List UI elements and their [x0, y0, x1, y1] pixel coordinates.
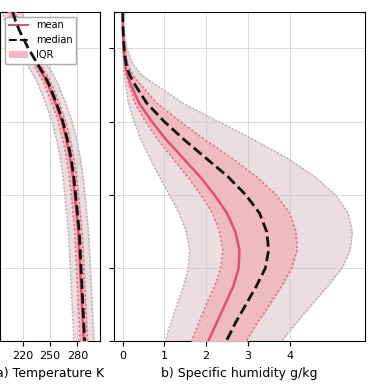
Legend: mean, median, IQR: mean, median, IQR	[5, 17, 76, 64]
X-axis label: a) Temperature K: a) Temperature K	[0, 367, 104, 380]
X-axis label: b) Specific humidity g/kg: b) Specific humidity g/kg	[161, 367, 318, 380]
